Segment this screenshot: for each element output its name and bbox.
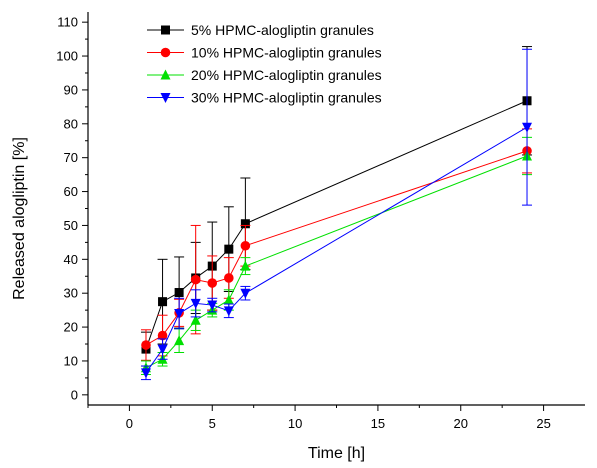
x-tick-label: 25: [536, 416, 550, 431]
series-2: [140, 128, 533, 361]
x-tick-label: 20: [454, 416, 468, 431]
data-point: [141, 340, 151, 350]
plot-area: [140, 46, 533, 381]
data-point: [522, 122, 533, 133]
data-point: [190, 298, 201, 309]
legend-marker: [160, 69, 171, 80]
legend-item-1: 5% HPMC-alogliptin granules: [147, 22, 374, 38]
legend-item-4: 30% HPMC-alogliptin granules: [147, 90, 382, 106]
data-point: [174, 309, 185, 320]
x-tick-label: 0: [126, 416, 133, 431]
data-point: [223, 294, 234, 305]
series-3: [140, 136, 533, 376]
x-axis-label: Time [h]: [308, 445, 365, 462]
data-point: [224, 273, 234, 283]
legend-marker: [160, 93, 171, 103]
series-line: [145, 126, 528, 374]
y-tick-label: 70: [64, 150, 78, 165]
data-point: [158, 297, 168, 307]
y-tick-label: 50: [64, 218, 78, 233]
y-tick-label: 100: [56, 49, 78, 64]
legend-label: 20% HPMC-alogliptin granules: [191, 67, 382, 83]
data-point: [157, 330, 168, 341]
legend-label: 5% HPMC-alogliptin granules: [191, 22, 374, 38]
y-tick-label: 80: [64, 116, 78, 131]
legend-marker: [161, 25, 170, 35]
axes: 0 5 10 15 20 25 0 10 20 30 40 50 60 70 80 90 100 110: [56, 12, 585, 431]
data-point: [174, 335, 185, 346]
legend-label: 30% HPMC-alogliptin granules: [191, 90, 382, 106]
data-point: [207, 278, 218, 288]
data-point: [240, 288, 251, 299]
data-point: [207, 300, 218, 311]
y-tick-label: 110: [57, 15, 78, 30]
y-axis-label: Released alogliptin [%]: [11, 137, 28, 300]
legend-item-2: 10% HPMC-alogliptin granules: [147, 45, 382, 61]
legend-marker: [160, 47, 171, 58]
data-point: [174, 288, 184, 298]
legend-item-3: 20% HPMC-alogliptin granules: [147, 67, 382, 83]
data-point: [190, 314, 201, 325]
y-tick-label: 30: [64, 286, 78, 301]
x-tick-label: 5: [209, 416, 216, 431]
y-tick-label: 60: [64, 184, 78, 199]
x-tick-label: 10: [288, 416, 302, 431]
data-point: [224, 244, 234, 254]
y-tick-label: 0: [71, 387, 78, 402]
data-point: [240, 260, 251, 271]
y-tick-label: 20: [64, 320, 78, 335]
series-4: [140, 48, 533, 381]
series-line: [145, 100, 528, 350]
y-tick-label: 90: [64, 82, 78, 97]
data-point: [140, 368, 151, 379]
series-line: [145, 155, 528, 369]
data-point: [240, 219, 250, 229]
y-tick-label: 40: [64, 252, 78, 267]
legend: 5% HPMC-alogliptin granules 10% HPMC-alog…: [147, 22, 382, 106]
data-point: [223, 306, 234, 317]
y-tick-label: 10: [64, 353, 78, 368]
legend-label: 10% HPMC-alogliptin granules: [191, 45, 382, 61]
data-point: [157, 344, 168, 355]
data-point: [190, 274, 201, 285]
x-tick-label: 15: [371, 416, 385, 431]
data-point: [240, 240, 251, 251]
